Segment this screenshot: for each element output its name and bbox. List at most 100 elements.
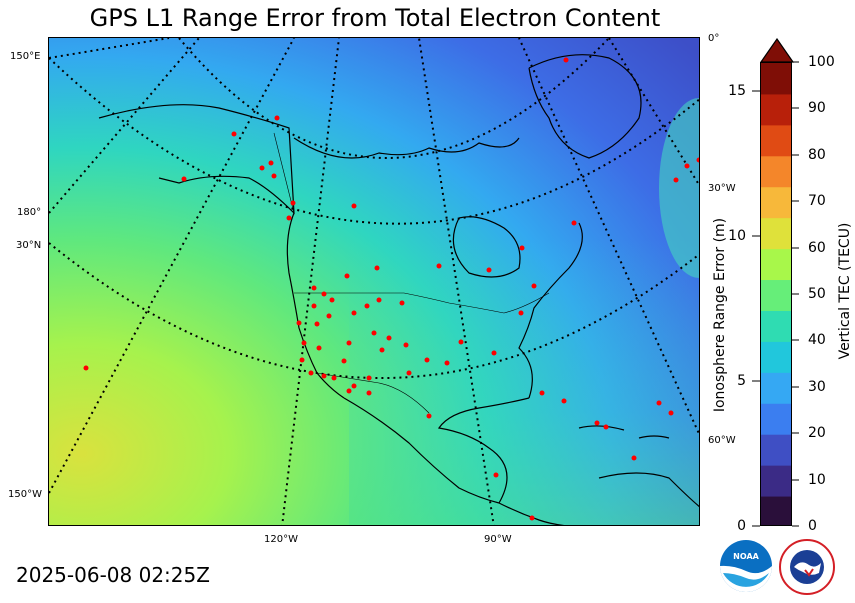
tec-high-east (659, 98, 699, 278)
station (371, 330, 377, 336)
range-axis-ticks (752, 90, 760, 527)
south-america (598, 472, 699, 508)
station (376, 297, 382, 303)
station (491, 350, 497, 356)
station (603, 424, 609, 430)
caribbean (578, 425, 670, 439)
label-150w: 150°W (8, 489, 42, 500)
tec-tick-90: 90 (808, 100, 826, 116)
station (326, 313, 332, 319)
station (386, 335, 392, 341)
nws-logo (779, 539, 835, 595)
station (486, 267, 492, 273)
colorbar-band (761, 186, 791, 219)
colorbar-band (761, 496, 791, 525)
station (673, 177, 679, 183)
noaa-logo-text: NOAA (733, 552, 759, 561)
station (531, 283, 537, 289)
tec-tick-100: 100 (808, 54, 835, 70)
tec-map (48, 37, 700, 526)
parallel-45n (49, 57, 699, 225)
station (290, 200, 296, 206)
label-90w: 90°W (484, 534, 512, 545)
station (594, 420, 600, 426)
station (399, 300, 405, 306)
canada-arctic-coast (293, 137, 520, 159)
station (351, 310, 357, 316)
station (426, 413, 432, 419)
label-120w: 120°W (264, 534, 298, 545)
gnss-stations (83, 57, 699, 521)
coastlines (98, 54, 699, 525)
colorbar-band (761, 372, 791, 404)
station (286, 215, 292, 221)
label-30n: 30°N (16, 240, 42, 251)
range-tick-0: 0 (737, 518, 746, 534)
hudson-bay (452, 216, 521, 278)
colorbar-band (761, 310, 791, 342)
station (83, 365, 89, 371)
station (444, 360, 450, 366)
station (684, 163, 690, 169)
station (296, 320, 302, 326)
meridian-60w (518, 38, 699, 437)
station (656, 400, 662, 406)
central-america (498, 502, 565, 525)
range-tick-15: 15 (728, 83, 746, 99)
station (259, 165, 265, 171)
station (366, 390, 372, 396)
station (321, 373, 327, 379)
meridian-90w (418, 38, 495, 525)
map-svg (49, 38, 699, 525)
chart-title: GPS L1 Range Error from Total Electron C… (89, 4, 661, 32)
station (316, 345, 322, 351)
meridian-120w (281, 38, 340, 525)
station (346, 340, 352, 346)
station (331, 375, 337, 381)
label-0: 0° (708, 33, 720, 44)
meridian-150w (49, 38, 295, 494)
station (493, 472, 499, 478)
colorbar-ticks (792, 61, 799, 527)
station (346, 388, 352, 394)
label-150e: 150°E (10, 51, 41, 62)
station (519, 245, 525, 251)
station (364, 303, 370, 309)
colorbar-band (761, 279, 791, 311)
station (561, 398, 567, 404)
alaska-border (273, 132, 295, 214)
borders (273, 132, 550, 414)
gulf-coast (437, 397, 530, 504)
meridian-180 (49, 38, 200, 214)
colorbar-svg (761, 63, 791, 525)
station (529, 515, 535, 521)
station (436, 263, 442, 269)
station (321, 291, 327, 297)
station (374, 265, 380, 271)
station (366, 375, 372, 381)
colorbar-band (761, 341, 791, 373)
station (329, 297, 335, 303)
colorbar (760, 62, 792, 526)
station (571, 220, 577, 226)
tec-tick-30: 30 (808, 379, 826, 395)
tec-tick-20: 20 (808, 425, 826, 441)
label-60w: 60°W (708, 435, 736, 446)
station (271, 173, 277, 179)
station (379, 347, 385, 353)
station (539, 390, 545, 396)
station (341, 358, 347, 364)
colorbar-band (761, 465, 791, 497)
station (696, 157, 699, 163)
station (518, 310, 524, 316)
parallel-60n (178, 38, 610, 159)
colorbar-band (761, 248, 791, 281)
colorbar-band (761, 93, 791, 126)
station (301, 340, 307, 346)
us-west-coast (286, 212, 345, 399)
timestamp: 2025-06-08 02:25Z (16, 563, 210, 587)
station (314, 321, 320, 327)
station (351, 383, 357, 389)
station (311, 303, 317, 309)
colorbar-band (761, 217, 791, 250)
